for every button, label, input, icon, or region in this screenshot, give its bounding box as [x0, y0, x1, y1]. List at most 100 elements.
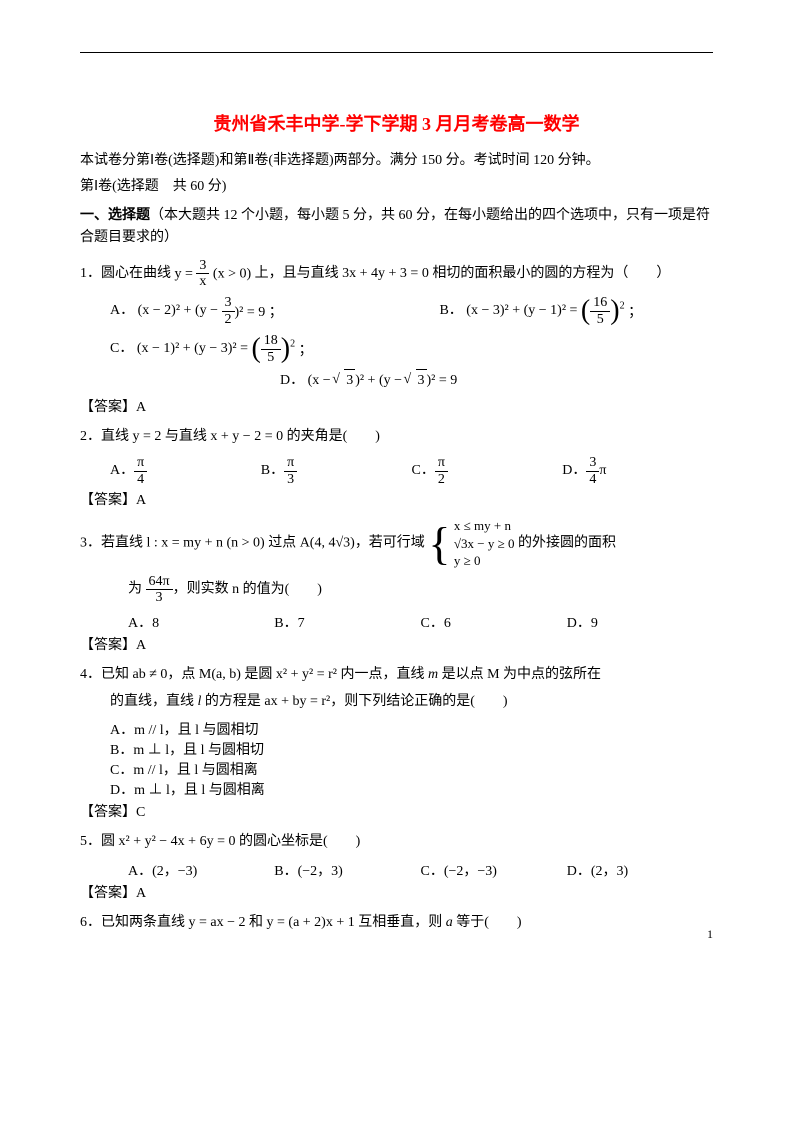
q3-option-a: A．8 — [128, 612, 274, 632]
q2-d-num: 3 — [586, 455, 599, 471]
q2-d-pi: π — [599, 463, 606, 478]
q4-e: 是以点 — [438, 667, 487, 682]
q5-a: 5．圆 — [80, 834, 119, 849]
q1-b-den: 5 — [590, 312, 610, 327]
answer-1: 【答案】A — [80, 396, 713, 416]
q1-b-num: 16 — [590, 295, 610, 311]
q1-post: 相切的面积最小的圆的方程为（ ） — [432, 266, 670, 281]
q3-pt: A(4, 4√3) — [300, 536, 355, 551]
q2-b-label: B． — [261, 464, 284, 479]
q1-a-frac: 32 — [222, 295, 235, 327]
q1-options-row2: C． (x − 1)² + (y − 3)² = (185)2 ； — [110, 333, 713, 365]
q2-eq1: y = 2 — [133, 429, 162, 444]
q1-frac: 3x — [196, 258, 209, 290]
q4-d: 内一点，直线 — [337, 667, 428, 682]
q3-sys2: √3x − y ≥ 0 — [454, 536, 515, 551]
q1-cond: (x > 0) — [213, 266, 251, 281]
q1-a-eq: (x − 2)² + (y − — [138, 303, 222, 318]
q5-b: 的圆心坐标是( ) — [235, 834, 360, 849]
q3-line: l : x = my + n (n > 0) — [147, 536, 265, 551]
q6-d: 等于( ) — [453, 915, 522, 930]
q1-b-frac: 165 — [590, 295, 610, 327]
q3-line2: 为 64π3，则实数 n 的值为( ) — [128, 574, 713, 606]
section-1-rest: （本大题共 12 个小题，每小题 5 分，共 60 分，在每小题给出的四个选项中… — [80, 208, 710, 245]
q2-c-num: π — [435, 455, 448, 471]
q1-option-c: C． (x − 1)² + (y − 3)² = (185)2 ； — [110, 333, 313, 365]
q1-d-eq-m: )² + (y − — [355, 373, 405, 388]
q3-l2b: ，则实数 — [173, 582, 233, 597]
q1-eq2: 3x + 4y + 3 = 0 — [342, 266, 429, 281]
q4-option-c: C．m // l，且 l 与圆相离 — [110, 759, 387, 779]
q2-options: A．π4 B．π3 C．π2 D．34π — [110, 455, 713, 487]
q1-a-pre: A． — [110, 303, 134, 318]
q1-options-row1: A． (x − 2)² + (y − 32)² = 9 ； B． (x − 3)… — [110, 295, 713, 327]
q3-l2c: 的值为( ) — [239, 582, 322, 597]
q2-a-num: π — [134, 455, 147, 471]
question-2: 2．直线 y = 2 与直线 x + y − 2 = 0 的夹角是( ) — [80, 424, 713, 449]
q2-a-den: 4 — [134, 472, 147, 487]
q1-yeq: y = — [175, 266, 193, 281]
intro-line-2: 第Ⅰ卷(选择题 共 60 分) — [80, 176, 713, 198]
q1-d-sqrt1: 3 — [334, 369, 355, 392]
q2-b-den: 3 — [284, 472, 297, 487]
answer-4: 【答案】C — [80, 801, 713, 821]
q3-sys1: x ≤ my + n — [454, 518, 511, 533]
question-4: 4．已知 ab ≠ 0，点 M(a, b) 是圆 x² + y² = r² 内一… — [80, 662, 713, 687]
brace-icon: { — [428, 521, 450, 567]
q2-c: 的夹角是( ) — [283, 429, 380, 444]
q1-option-b: B． (x − 3)² + (y − 1)² = (165)2 ； — [439, 295, 642, 327]
q1-c-frac: 185 — [261, 333, 281, 365]
page-number: 1 — [707, 927, 713, 942]
q2-option-a: A．π4 — [110, 455, 261, 487]
q4-leq: ax + by = r² — [264, 694, 330, 709]
question-6: 6．已知两条直线 y = ax − 2 和 y = (a + 2)x + 1 互… — [80, 910, 713, 935]
q1-b-pre: B． — [439, 303, 462, 318]
q2-option-d: D．34π — [562, 455, 713, 487]
q2-a-label: A． — [110, 464, 134, 479]
q4-i: ，则下列结论正确的是( ) — [330, 694, 507, 709]
q3-option-b: B．7 — [274, 612, 420, 632]
q1-d-eq-r: )² = 9 — [427, 373, 458, 388]
q1-d-rad2: 3 — [416, 369, 427, 392]
q1-frac-den: x — [196, 274, 209, 289]
q6-c: 互相垂直，则 — [355, 915, 446, 930]
q2-b-num: π — [284, 455, 297, 471]
q6-avar: a — [446, 915, 453, 930]
q4-option-b: B．m ⊥ l，且 l 与圆相切 — [110, 739, 387, 759]
answer-5: 【答案】A — [80, 882, 713, 902]
q1-option-a: A． (x − 2)² + (y − 32)² = 9 ； — [110, 295, 399, 327]
q6-eq1: y = ax − 2 — [189, 915, 246, 930]
q4-m: M(a, b) — [199, 667, 241, 682]
q3-sys3: y ≥ 0 — [454, 553, 481, 568]
q5-options: A．(2，−3) B．(−2，3) C．(−2，−3) D．(2，3) — [128, 860, 713, 880]
q1-c-num: 18 — [261, 333, 281, 349]
q4-mline: m — [428, 667, 438, 682]
q1-d-rad1: 3 — [344, 369, 355, 392]
q1-d-sqrt2: 3 — [406, 369, 427, 392]
section-1-heading: 一、选择题（本大题共 12 个小题，每小题 5 分，共 60 分，在每小题给出的… — [80, 205, 713, 250]
q4-a: 4．已知 — [80, 667, 133, 682]
q4-f: 为中点的弦所在 — [500, 667, 602, 682]
q3-option-c: C．6 — [421, 612, 567, 632]
q2-b: 与直线 — [161, 429, 210, 444]
q4-c: 是圆 — [241, 667, 276, 682]
q1-b-post: ； — [625, 305, 643, 320]
intro-line-1: 本试卷分第Ⅰ卷(选择题)和第Ⅱ卷(非选择题)两部分。满分 150 分。考试时间 … — [80, 150, 713, 172]
question-5: 5．圆 x² + y² − 4x + 6y = 0 的圆心坐标是( ) — [80, 829, 713, 854]
q5-option-a: A．(2，−3) — [128, 860, 274, 880]
question-3: 3．若直线 l : x = my + n (n > 0) 过点 A(4, 4√3… — [80, 517, 713, 570]
section-1-bold: 一、选择题 — [80, 208, 150, 223]
q1-c-pre: C． — [110, 341, 133, 356]
q4-g: 的直线，直线 — [110, 694, 198, 709]
q4-ab: ab ≠ 0 — [133, 667, 168, 682]
q3-post: 的外接圆的面积 — [518, 536, 616, 551]
q4-option-d: D．m ⊥ l，且 l 与圆相离 — [110, 779, 387, 799]
q4-line2: 的直线，直线 l 的方程是 ax + by = r²，则下列结论正确的是( ) — [110, 691, 713, 713]
q2-eq2: x + y − 2 = 0 — [210, 429, 283, 444]
q1-d-eq-l: (x − — [308, 373, 335, 388]
q2-option-c: C．π2 — [412, 455, 563, 487]
q3-options: A．8 B．7 C．6 D．9 — [128, 612, 713, 632]
q4-circ: x² + y² = r² — [276, 667, 337, 682]
q4-h: 的方程是 — [201, 694, 264, 709]
q1-b-eq: (x − 3)² + (y − 1)² = — [466, 303, 581, 318]
